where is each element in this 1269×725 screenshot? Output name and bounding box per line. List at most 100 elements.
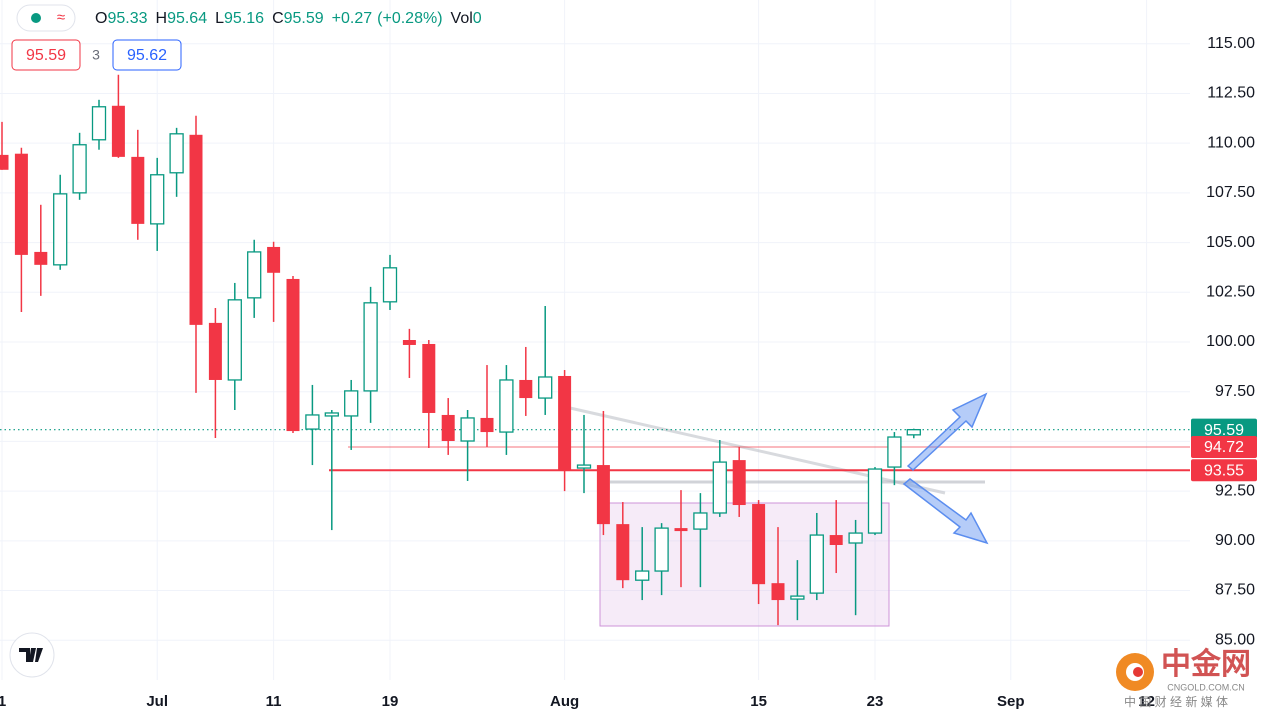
ohlc-label: L [215,10,224,27]
candle-body [72,144,87,194]
x-tick-label: 15 [750,693,767,710]
candle-body [867,468,883,534]
candle-body [189,134,203,325]
candle-body [131,156,145,224]
candle-body [752,504,766,585]
price-tag [1191,459,1257,482]
candle-body [538,376,553,399]
ohlc-value: 95.33 [107,10,147,27]
candle-body [519,379,533,399]
sell-button[interactable] [11,39,81,71]
candle-body [0,154,9,170]
status-dot [31,13,41,23]
candle-body [906,429,921,436]
candle-body [422,343,436,413]
candle-body [208,322,222,380]
candle-body [286,278,300,432]
watermark-logo [1133,667,1143,677]
watermark-name: 中金网 [1161,647,1251,681]
candle-body [402,340,416,345]
candle-body [576,464,592,469]
candle-body [654,527,669,572]
x-tick-label: 12 [1138,693,1155,710]
candles [0,74,921,626]
price-tag-label: 94.72 [1204,439,1244,456]
candle-body [53,193,68,266]
price-tag-label: 93.55 [1204,462,1244,479]
y-tick-label: 102.50 [1206,283,1255,300]
status-badge[interactable] [16,4,76,32]
ohlc-header: O95.33 H95.64 L95.16 C95.59 +0.27 (+0.28%) Vol… [95,10,482,27]
arrow-down [902,478,989,545]
ohlc-label: O [95,10,107,27]
ohlc-value: 95.59 [284,10,324,27]
watermark-slogan: 中 国 财 经 新 媒 体 [1124,694,1228,709]
range-box [599,502,890,627]
candle-body [324,412,339,417]
change: +0.27 [332,10,373,27]
drawings [569,406,985,627]
candle-body [169,133,184,174]
y-tick-label: 97.50 [1215,383,1255,400]
candle-body [616,524,630,581]
candle-body [848,532,863,544]
x-tick-label: 11 [266,693,282,710]
candle-body [712,461,727,514]
candle-body [887,436,902,468]
candle-body [674,528,688,532]
buy-price: 95.62 [127,47,167,64]
axes: 85.0087.5090.0092.5095.0097.50100.00102.… [0,35,1257,710]
price-tag [1191,418,1257,441]
candle-body [382,267,398,303]
x-tick-label: 23 [867,693,884,710]
candle-body [111,105,125,157]
price-tag-label: 95.59 [1204,422,1244,439]
candle-body [809,534,824,594]
candle-body [635,570,650,581]
y-tick-label: 112.50 [1207,85,1255,102]
candle-body [267,246,281,273]
y-tick-label: 87.50 [1215,582,1255,599]
buy-button[interactable] [112,39,182,71]
candle-body [247,251,262,299]
arrow-up [906,392,988,471]
logo-mark [19,648,43,662]
candle-body [829,535,843,545]
candle-body [34,251,48,265]
y-tick-label: 100.00 [1206,333,1255,350]
candle-body [480,417,494,433]
status-icon: ≈ [57,9,65,26]
y-tick-label: 115.00 [1207,35,1255,52]
ohlc-value: 95.64 [167,10,207,27]
ohlc-label: C [272,10,284,27]
arrows [902,392,989,545]
candle-body [790,595,805,600]
trend-line [569,406,946,495]
price-tag [1191,435,1257,458]
candle-body [693,512,708,530]
ohlc-value: 95.16 [224,10,264,27]
candle-body [771,583,785,601]
y-tick-label: 92.50 [1215,482,1255,499]
y-tick-label: 90.00 [1215,532,1255,549]
volume-label: Vol [451,10,473,27]
sell-price: 95.59 [26,47,66,64]
x-tick-label: 19 [382,693,399,710]
grid [0,0,1190,680]
x-tick-label: Jul [146,693,168,710]
change-percent: (+0.28%) [377,10,442,27]
candle-body [344,390,359,417]
candle-body [14,153,28,255]
ohlc-label: H [156,10,168,27]
candle-body [91,106,107,141]
candle-body [150,174,165,225]
watermark-site: CNGOLD.COM.CN [1167,682,1245,692]
x-tick-label: Sep [997,693,1025,710]
volume-value: 0 [473,10,482,27]
candle-body [499,379,514,433]
y-tick-label: 107.50 [1206,184,1255,201]
y-tick-label: 85.00 [1215,631,1255,648]
candle-body [305,414,320,430]
